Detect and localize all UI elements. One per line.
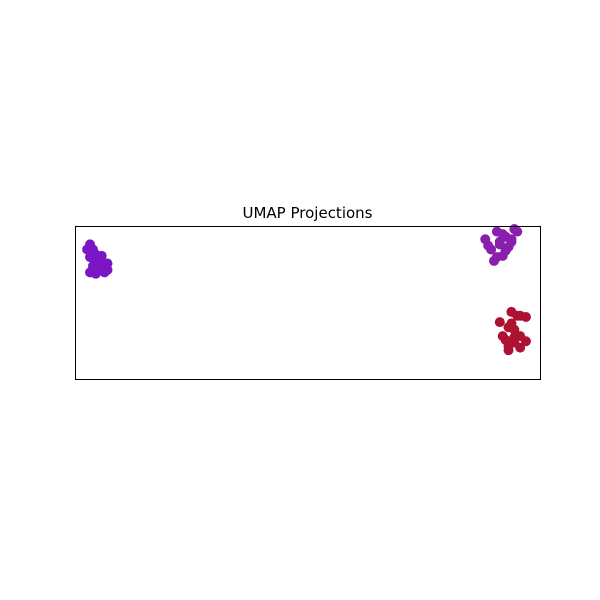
scatter-point-series-2 <box>506 234 517 245</box>
plot-frame <box>75 226 541 380</box>
scatter-point-series-3 <box>506 306 517 317</box>
scatter-point-series-2 <box>491 252 502 263</box>
scatter-point-series-1 <box>93 262 104 273</box>
chart-title: UMAP Projections <box>243 204 373 222</box>
scatter-point-series-1 <box>85 239 96 250</box>
scatter-point-series-2 <box>494 239 505 250</box>
scatter-point-series-2 <box>486 244 497 255</box>
scatter-point-series-3 <box>506 318 517 329</box>
scatter-point-series-3 <box>503 345 514 356</box>
scatter-point-series-3 <box>520 336 531 347</box>
scatter-point-series-2 <box>509 224 520 235</box>
scatter-point-series-3 <box>497 331 508 342</box>
scatter-point-series-3 <box>494 317 505 328</box>
scatter-point-series-3 <box>509 332 520 343</box>
points-layer <box>82 224 531 356</box>
scatter-point-series-2 <box>500 245 511 256</box>
scatter-point-series-3 <box>520 312 531 323</box>
